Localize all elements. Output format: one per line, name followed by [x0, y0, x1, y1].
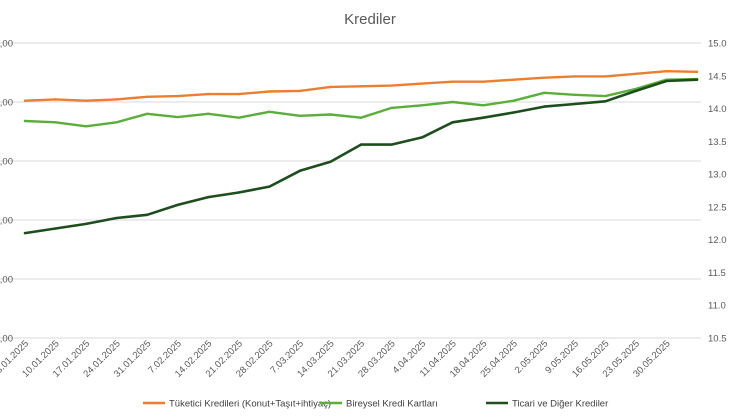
right-axis-ticks: 10.5 11.0 11.5 12.0 12.5 13.0 13.5 14.0 14.5 15.0	[708, 39, 727, 345]
data-point	[634, 89, 638, 93]
data-point	[329, 113, 332, 116]
data-point	[634, 72, 638, 76]
data-point	[359, 116, 363, 119]
right-tick-label: 12.5	[708, 202, 727, 213]
data-point	[84, 222, 88, 226]
data-point	[84, 99, 88, 102]
legend-label-1: Tüketici Kredileri (Konut+Taşıt+ihtiyaç)	[169, 399, 331, 410]
right-tick-label: 13.0	[708, 170, 727, 181]
left-axis-ticks: ,00 ,00 ,00 ,00 ,00 ,00	[0, 39, 13, 345]
data-point	[23, 99, 27, 102]
data-point	[176, 203, 179, 207]
data-point	[695, 70, 699, 74]
data-point	[176, 94, 179, 98]
data-point	[54, 121, 57, 124]
data-point	[665, 69, 668, 73]
data-point	[481, 80, 485, 83]
data-point	[573, 102, 577, 106]
data-point	[54, 98, 57, 101]
data-point	[145, 112, 149, 116]
data-point	[237, 191, 241, 194]
data-point	[237, 116, 241, 119]
data-point	[84, 125, 88, 128]
gridlines	[0, 42, 701, 339]
left-tick-label: ,00	[0, 275, 13, 286]
data-point	[268, 110, 271, 114]
data-point	[451, 100, 454, 104]
data-point	[573, 93, 577, 96]
data-point	[115, 216, 118, 220]
data-point	[573, 75, 577, 78]
right-tick-label: 15.0	[708, 39, 727, 50]
data-point	[329, 160, 332, 163]
series-line-3	[23, 78, 699, 235]
left-tick-label: ,00	[0, 216, 13, 227]
series-lines	[23, 69, 699, 235]
data-point	[451, 121, 454, 124]
data-point	[604, 94, 607, 98]
data-point	[207, 92, 210, 96]
legend-label-3: Ticari ve Diğer Krediler	[512, 399, 608, 410]
data-point	[481, 104, 485, 107]
data-point	[115, 121, 118, 124]
data-point	[298, 169, 302, 173]
data-point	[237, 92, 241, 96]
right-tick-label: 12.0	[708, 235, 727, 246]
data-point	[176, 115, 179, 119]
left-tick-label: ,00	[0, 334, 13, 345]
data-point	[298, 114, 302, 117]
data-point	[298, 89, 302, 93]
data-point	[23, 231, 27, 235]
left-tick-label: ,00	[0, 98, 13, 109]
data-point	[543, 91, 546, 95]
data-point	[359, 85, 363, 88]
data-point	[604, 75, 607, 78]
data-point	[329, 85, 332, 89]
data-point	[23, 119, 27, 123]
right-tick-label: 10.5	[708, 334, 727, 345]
data-point	[512, 78, 515, 81]
data-point	[390, 106, 393, 110]
data-point	[512, 111, 515, 114]
data-point	[451, 80, 454, 83]
data-point	[390, 143, 393, 146]
data-point	[512, 99, 515, 102]
data-point	[665, 79, 668, 83]
left-tick-label: ,00	[0, 157, 13, 168]
right-tick-label: 11.0	[708, 301, 726, 312]
data-point	[207, 112, 210, 116]
data-point	[145, 95, 149, 98]
data-point	[359, 143, 363, 146]
data-point	[268, 185, 271, 188]
data-point	[604, 100, 607, 103]
data-point	[390, 84, 393, 87]
right-tick-label: 14.0	[708, 104, 727, 115]
data-point	[420, 136, 424, 139]
right-tick-label: 11.5	[708, 268, 726, 279]
data-point	[54, 227, 57, 230]
x-axis-ticks: 03.01.202510.01.202517.01.202524.01.2025…	[0, 338, 673, 379]
data-point	[543, 105, 546, 108]
left-tick-label: ,00	[0, 39, 13, 50]
data-point	[207, 195, 210, 199]
data-point	[115, 98, 118, 101]
right-tick-label: 13.5	[708, 137, 727, 148]
data-point	[145, 213, 149, 216]
data-point	[481, 116, 485, 119]
data-point	[268, 90, 271, 93]
data-point	[420, 82, 424, 85]
legend-label-2: Bireysel Kredi Kartları	[346, 399, 438, 410]
right-tick-label: 14.5	[708, 71, 727, 82]
data-point	[420, 104, 424, 107]
legend: Tüketici Kredileri (Konut+Taşıt+ihtiyaç)…	[143, 399, 608, 410]
chart-title: Krediler	[344, 11, 396, 28]
data-point	[543, 76, 546, 79]
data-point	[695, 78, 699, 81]
